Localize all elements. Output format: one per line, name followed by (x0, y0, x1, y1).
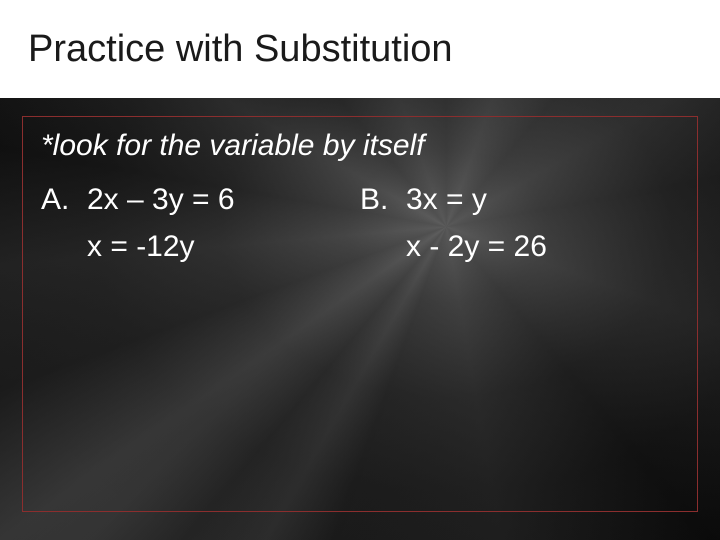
hint-text: *look for the variable by itself (41, 129, 679, 163)
title-band: Practice with Substitution (0, 0, 720, 98)
problem-b: B. 3x = y x - 2y = 26 (360, 177, 679, 270)
slide-title: Practice with Substitution (28, 28, 453, 71)
problem-a-label: A. (41, 177, 87, 224)
problem-b-eq1: 3x = y (406, 177, 487, 224)
problem-b-eq2: x - 2y = 26 (360, 224, 679, 271)
problem-a-eq1: 2x – 3y = 6 (87, 177, 235, 224)
content-box: *look for the variable by itself A. 2x –… (22, 116, 698, 512)
problem-b-label: B. (360, 177, 406, 224)
problem-b-line1: B. 3x = y (360, 177, 679, 224)
problem-columns: A. 2x – 3y = 6 x = -12y B. 3x = y x - 2y… (41, 177, 679, 270)
slide: Practice with Substitution *look for the… (0, 0, 720, 540)
problem-a-line1: A. 2x – 3y = 6 (41, 177, 360, 224)
problem-a: A. 2x – 3y = 6 x = -12y (41, 177, 360, 270)
problem-a-eq2: x = -12y (41, 224, 360, 271)
